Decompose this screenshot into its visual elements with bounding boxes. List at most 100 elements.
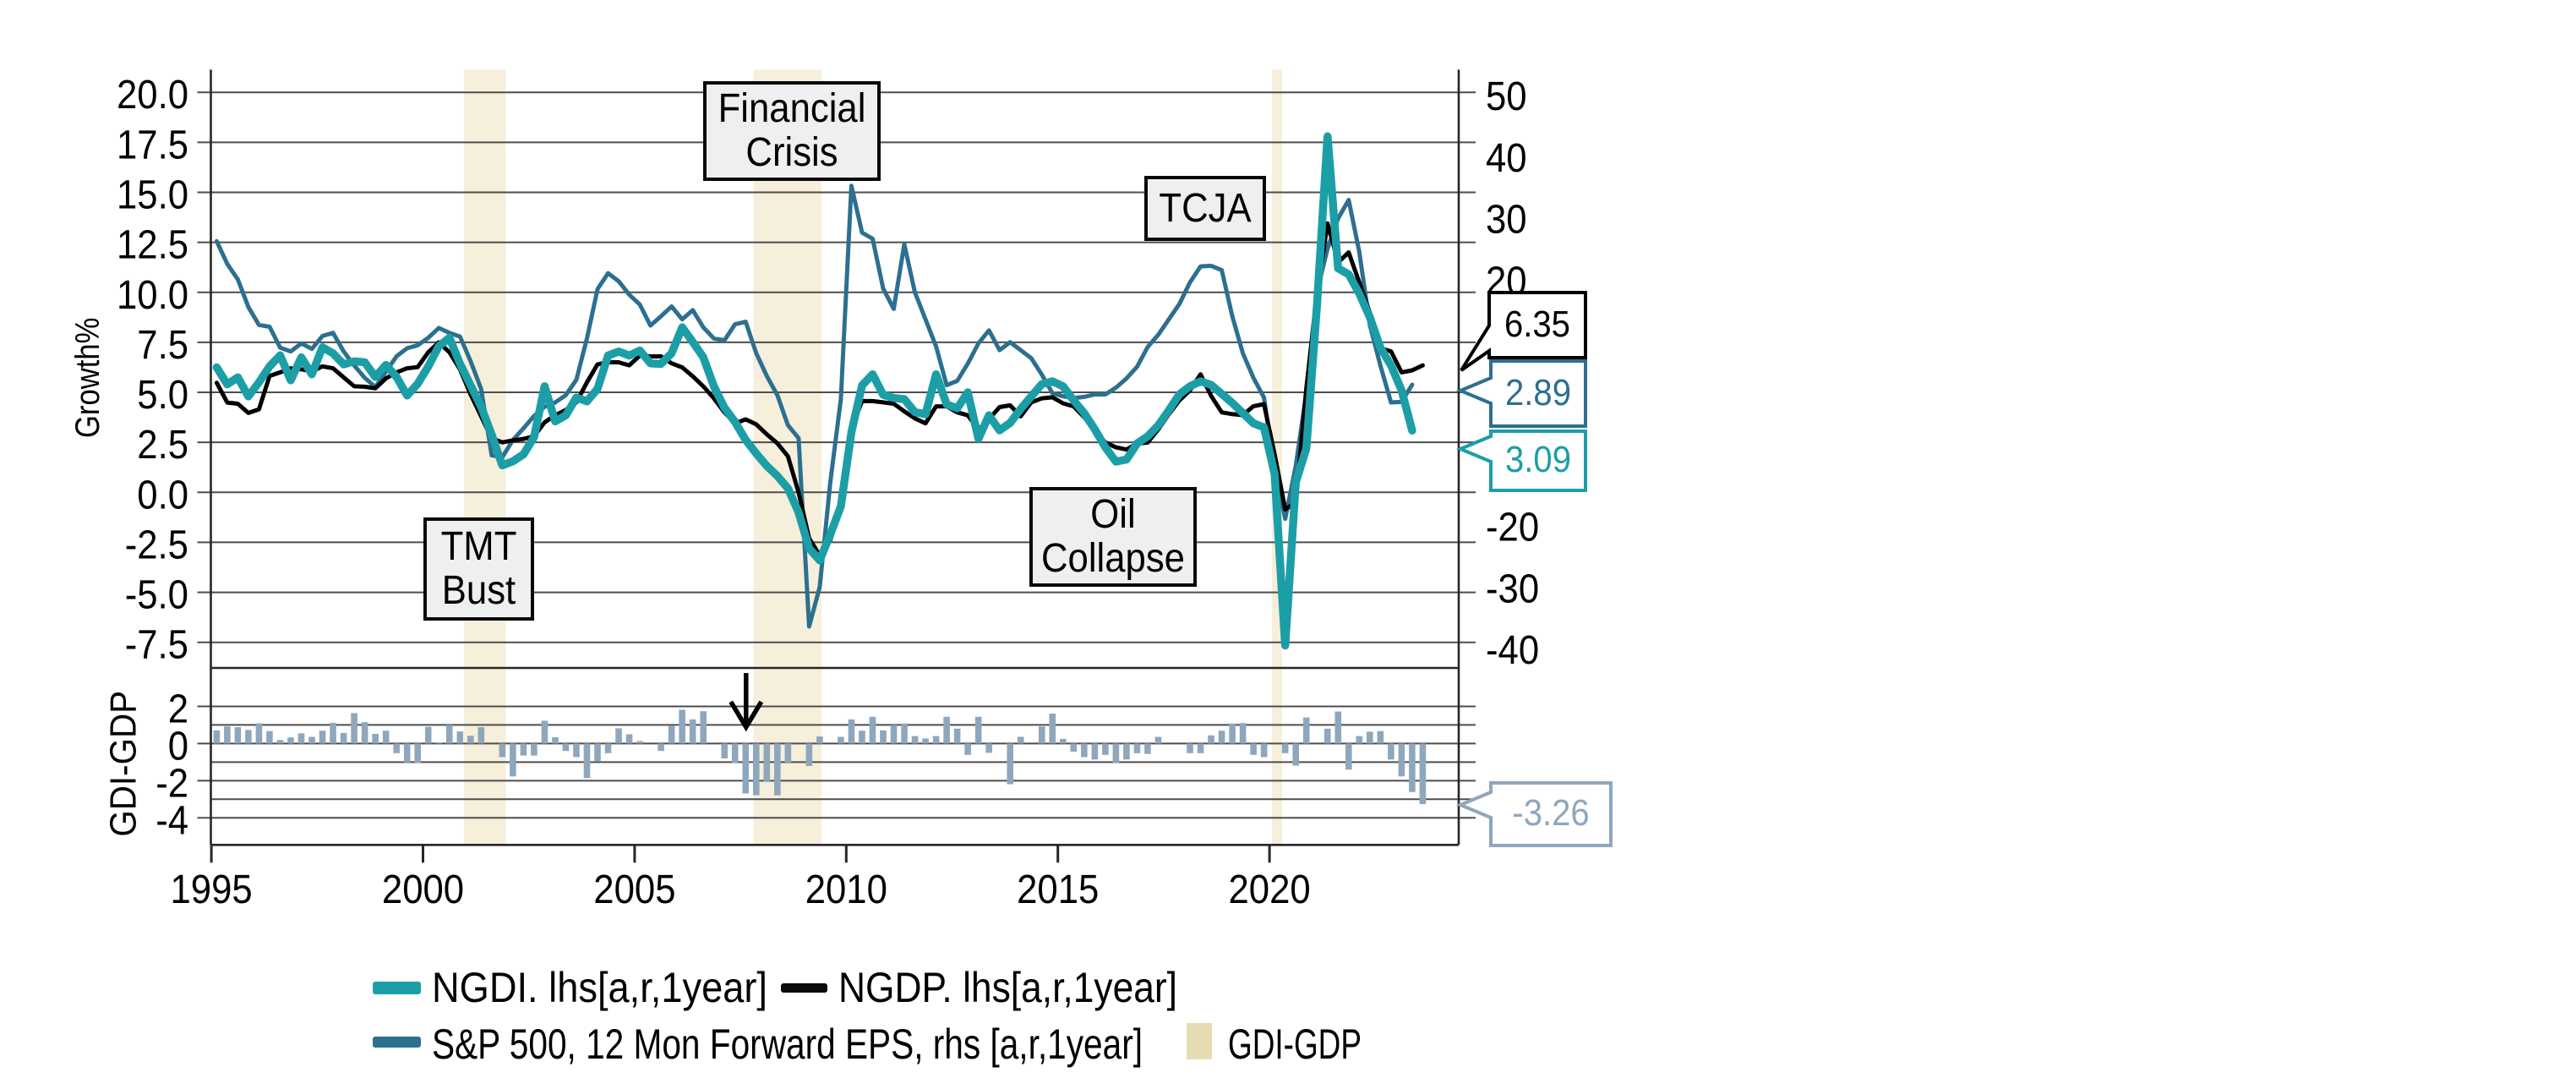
gdi-gdp-bar [1377, 731, 1384, 744]
gdi-gdp-bar [1133, 743, 1141, 753]
gdi-gdp-bar [1367, 731, 1373, 744]
gdi-gdp-bar [351, 713, 357, 744]
gdi-gdp-bar [1260, 743, 1268, 758]
callout-bubble-sp-end [1455, 359, 1587, 428]
gdi-gdp-bar [403, 743, 411, 763]
gdi-gdp-bar [668, 725, 675, 744]
gdi-gdp-bar [1208, 735, 1214, 744]
gdi-gdp-bar [689, 719, 696, 744]
gdi-gdp-bar [1197, 743, 1204, 753]
gdi-gdp-bar [742, 743, 750, 794]
gdi-gdp-bar [974, 716, 982, 744]
gdi-gdp-bar [625, 734, 633, 744]
gdi-gdp-bar [880, 730, 887, 744]
gdi-gdp-bar [319, 731, 326, 744]
gdi-gdp-bar [1281, 743, 1289, 753]
left-axis-title-growth: Growth% [68, 317, 106, 438]
gdi-gdp-bar [573, 743, 580, 758]
callout-bubble-ngdi-end [1455, 430, 1587, 492]
gdi-gdp-bar [435, 742, 443, 744]
gdi-gdp-bar [308, 736, 315, 744]
gdi-gdp-bar [604, 743, 612, 753]
gdi-gdp-bar [541, 720, 548, 744]
gdi-gdp-bar [1038, 726, 1045, 744]
left-tick-label: 12.5 [117, 223, 188, 268]
gdi-gdp-bar [1398, 743, 1405, 777]
legend-label-ngdi: NGDI. lhs[a,r,1year] [432, 964, 767, 1011]
gdi-gdp-bar [1409, 743, 1416, 792]
gdi-gdp-bar [287, 737, 294, 744]
left-tick-label: 2.5 [137, 423, 188, 468]
gdi-gdp-bar [679, 709, 685, 744]
gdi-gdp-bar [1102, 743, 1109, 755]
callout-value-ngdp-end: 6.35 [1504, 303, 1570, 345]
gdi-gdp-bar [372, 733, 379, 744]
gdi-gdp-bar [510, 743, 516, 777]
left-tick-label: 7.5 [137, 323, 188, 368]
gdi-gdp-bar [414, 743, 422, 763]
right-tick-label: 50 [1486, 74, 1527, 119]
gdi-gdp-bar [890, 725, 898, 744]
gdi-gdp-bar [700, 711, 707, 744]
gdi-gdp-bar [1091, 743, 1099, 760]
gdi-gdp-bar [562, 743, 570, 752]
left-tick-label-bottom: 0 [168, 724, 188, 769]
gdi-gdp-bar [266, 731, 273, 744]
annotation-text: TCJA [1159, 185, 1252, 231]
annotation-text: Collapse [1041, 536, 1185, 581]
gdi-gdp-bar [478, 727, 485, 744]
gdi-gdp-bar [245, 730, 252, 744]
callout-bubble-gdigdp-end [1455, 781, 1613, 847]
left-tick-label-bottom: -2 [156, 761, 188, 806]
right-tick-label: -30 [1486, 566, 1539, 611]
right-tick-label: -40 [1486, 628, 1539, 673]
annotation-text: Crisis [745, 130, 838, 175]
left-tick-label: 0.0 [137, 473, 188, 517]
legend-label-sp500: S&P 500, 12 Mon Forward EPS, rhs [a,r,1y… [432, 1021, 1143, 1068]
left-tick-label: 17.5 [117, 123, 188, 167]
gdi-gdp-bar [594, 743, 601, 762]
gdi-gdp-bar [1229, 723, 1236, 744]
annotation-text: Financial [718, 86, 866, 131]
gdi-gdp-bar [1239, 723, 1247, 744]
left-tick-label-bottom: 2 [168, 687, 188, 731]
x-tick-label: 2015 [1017, 867, 1099, 912]
annotation-box-fin: Financial Crisis [703, 81, 881, 181]
gdi-gdp-bar [869, 716, 876, 744]
gdi-gdp-bar [985, 743, 992, 753]
annotation-box-tmt: TMT Bust [423, 517, 534, 621]
x-tick-label: 1995 [171, 867, 253, 912]
gdi-gdp-bar [922, 738, 929, 744]
legend-label-ngdp: NGDP. lhs[a,r,1year] [838, 964, 1177, 1011]
legend-swatch-ngdi [373, 982, 421, 994]
legend-label-gdigdp: GDI-GDP [1228, 1021, 1362, 1068]
x-tick-label: 2005 [593, 867, 675, 912]
gdi-gdp-bar [552, 736, 559, 744]
gdi-gdp-bar [499, 743, 506, 758]
gdi-gdp-bar [1419, 743, 1427, 805]
gdi-gdp-bar [393, 743, 400, 753]
gdi-gdp-bar [615, 728, 622, 744]
gdi-gdp-bar [731, 743, 739, 763]
gdi-gdp-bar [636, 741, 643, 744]
gdi-gdp-bar [1007, 743, 1014, 785]
left-tick-label-bottom: -4 [156, 798, 188, 843]
gdi-gdp-bar [1070, 743, 1078, 752]
gdi-gdp-bar [1049, 714, 1056, 744]
gdi-gdp-bar [763, 743, 771, 782]
gdi-gdp-bar [1123, 743, 1130, 760]
gdi-gdp-bar [901, 723, 908, 744]
x-tick-label: 2020 [1229, 867, 1311, 912]
legend-swatch-gdigdp [1187, 1023, 1212, 1059]
callout-bubble-ngdp-end [1460, 291, 1587, 372]
gdi-gdp-bar [224, 726, 231, 744]
gdi-gdp-bar [382, 731, 390, 744]
gdi-gdp-bar [255, 723, 263, 744]
gdi-gdp-bar [805, 743, 813, 766]
gdi-gdp-bar [784, 743, 792, 763]
left-tick-label: -7.5 [125, 623, 188, 668]
gdi-gdp-bar [424, 726, 432, 744]
left-tick-label: 15.0 [117, 172, 188, 217]
gdi-gdp-bar [721, 743, 729, 758]
gdi-gdp-bar [213, 730, 221, 744]
